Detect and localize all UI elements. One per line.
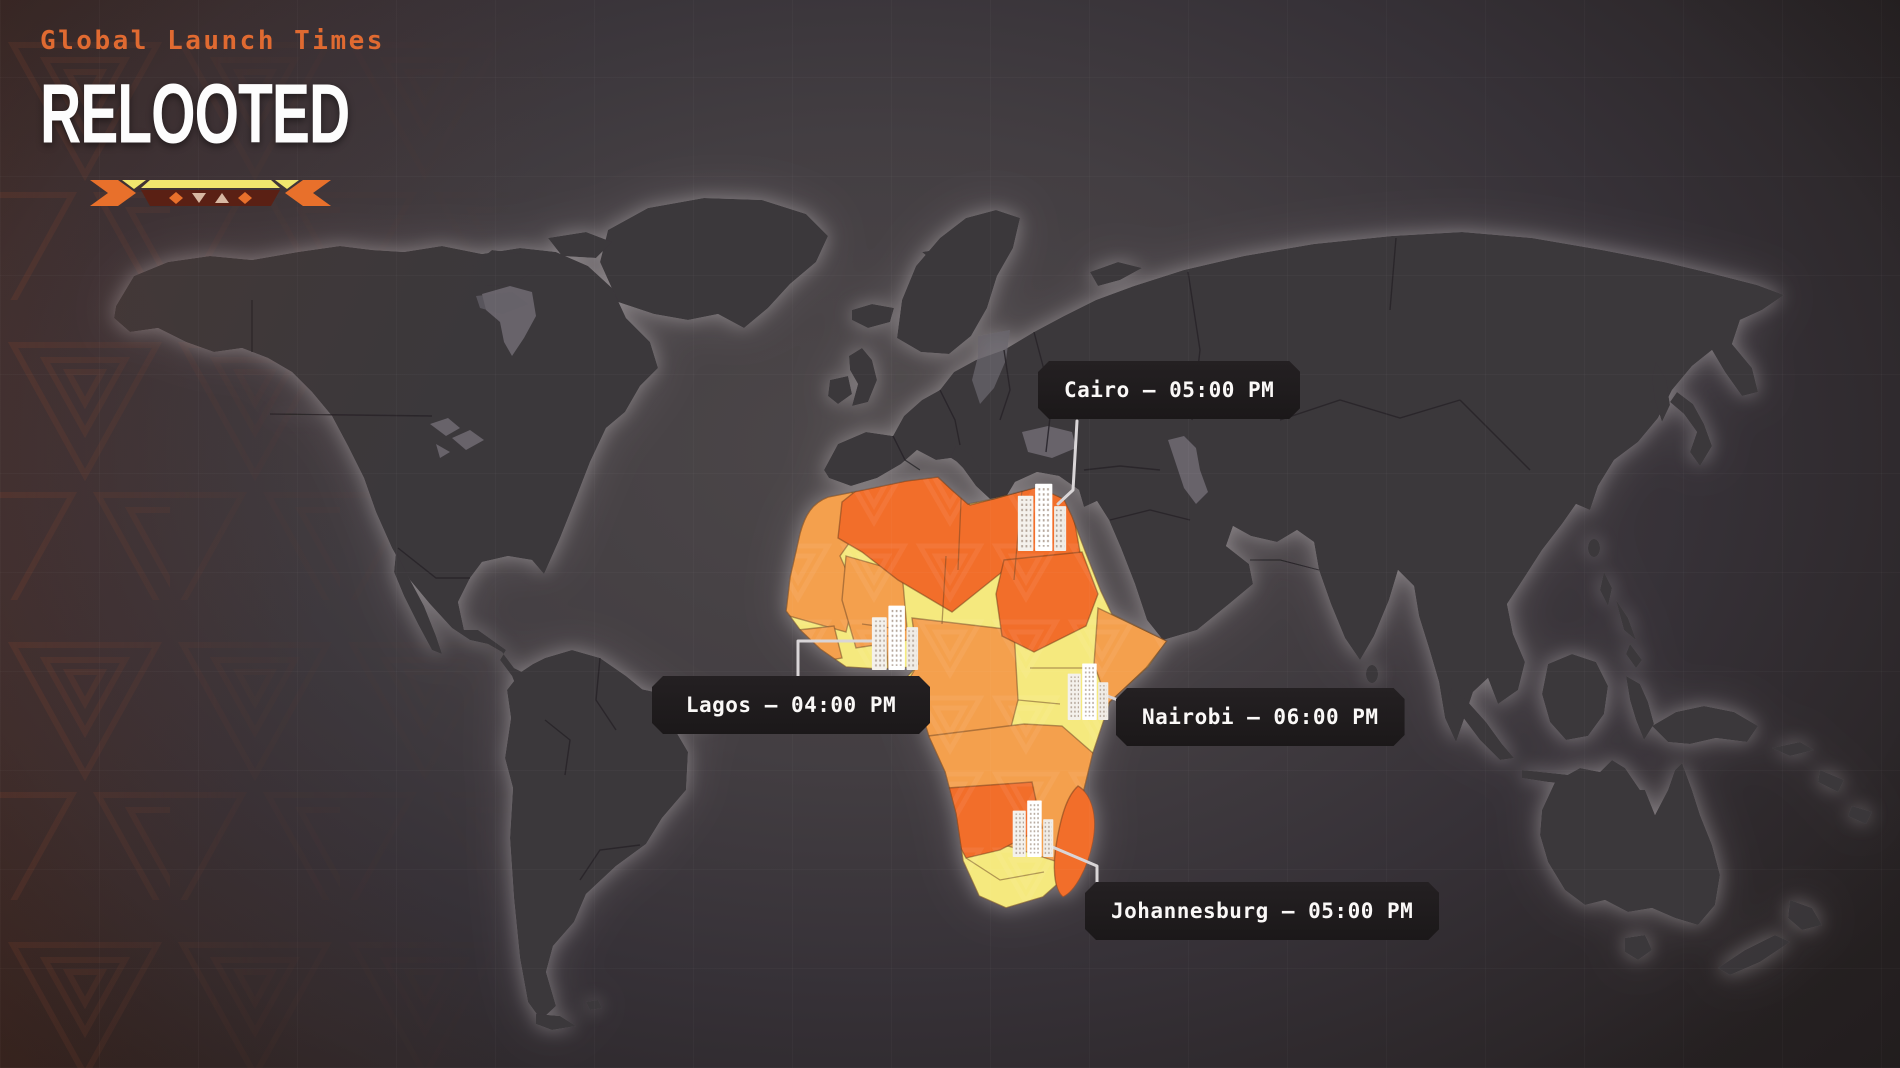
landmass-madagascar (1053, 785, 1096, 898)
logo-ornament-icon (90, 180, 331, 206)
leader-line-johannesburg (1048, 844, 1099, 884)
landmass-australia (1540, 760, 1720, 925)
leader-line-lagos (796, 639, 874, 678)
time-label-cairo: Cairo – 05:00 PM (1038, 361, 1300, 419)
game-logo: RELOOTED (40, 66, 350, 161)
inland-water (430, 286, 1208, 504)
leader-line-cairo (1056, 419, 1079, 506)
time-label-lagos: Lagos – 04:00 PM (652, 676, 930, 734)
landmass-north-america (114, 246, 658, 694)
header: Global Launch Times RELOOTED (40, 26, 385, 155)
continents (114, 198, 1872, 1030)
landmass-south-america (505, 650, 688, 1020)
landmass-scandinavia (897, 210, 1020, 354)
landmass-greenland (600, 198, 828, 328)
page-title: Global Launch Times (40, 26, 385, 56)
time-label-johannesburg: Johannesburg – 05:00 PM (1085, 882, 1439, 940)
landmass-eurasia (824, 232, 1784, 742)
time-label-nairobi: Nairobi – 06:00 PM (1116, 688, 1405, 746)
country-borders (251, 237, 1531, 881)
